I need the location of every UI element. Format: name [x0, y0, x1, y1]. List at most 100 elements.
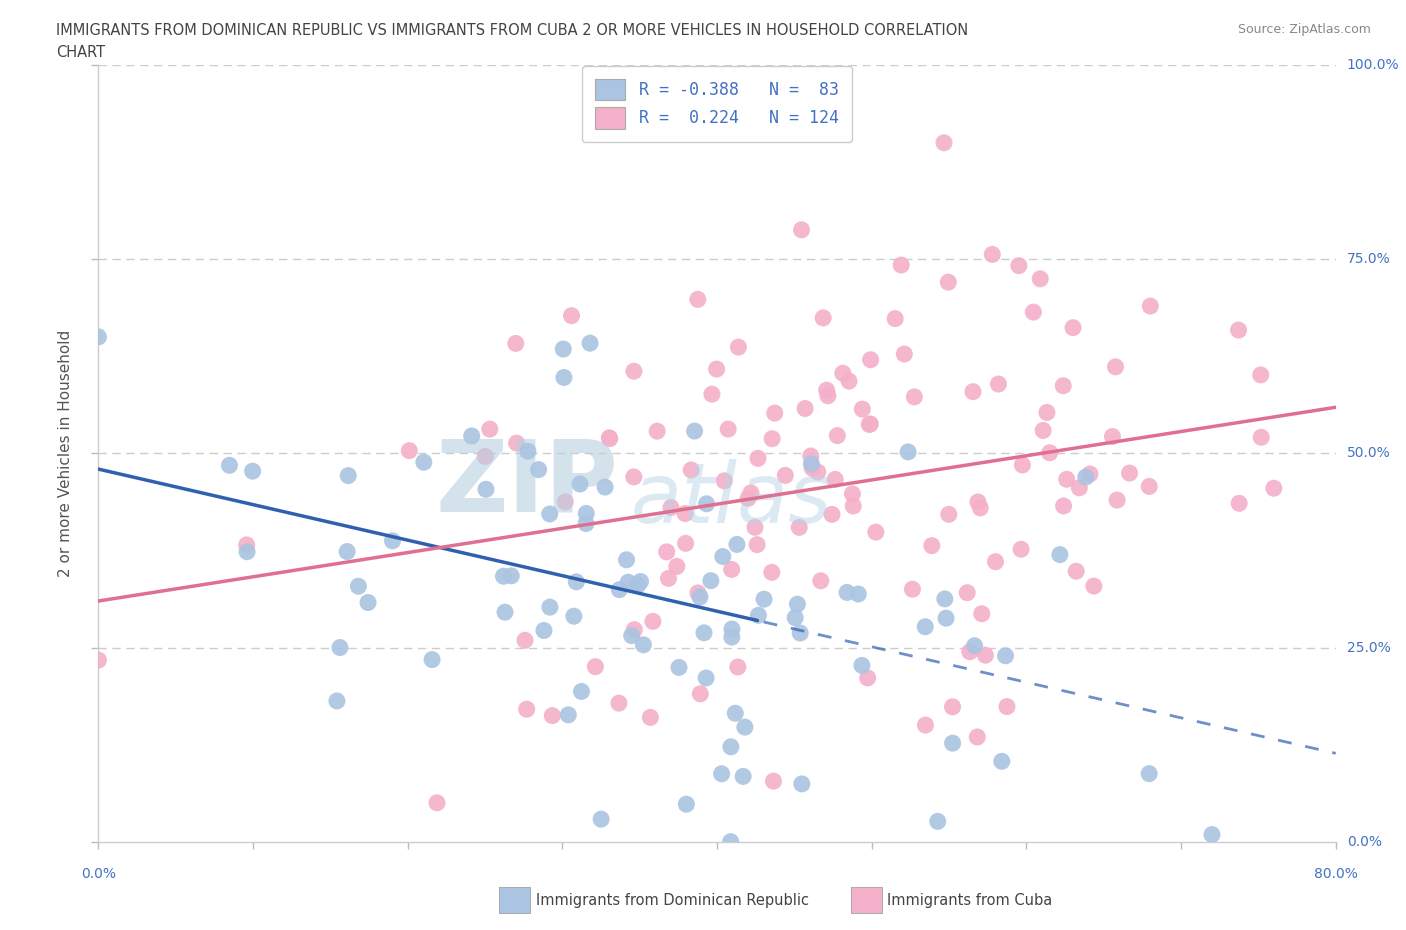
Point — [1011, 458, 1033, 472]
Text: 80.0%: 80.0% — [1313, 867, 1358, 881]
Point — [1069, 481, 1091, 496]
Point — [762, 774, 785, 789]
Point — [835, 585, 858, 600]
Point — [398, 444, 420, 458]
Legend: R = -0.388   N =  83, R =  0.224   N = 124: R = -0.388 N = 83, R = 0.224 N = 124 — [582, 66, 852, 142]
Point — [938, 507, 960, 522]
Point — [627, 578, 650, 592]
Point — [568, 476, 591, 491]
Point — [858, 417, 880, 432]
Point — [841, 486, 863, 501]
Text: 0.0%: 0.0% — [1347, 834, 1382, 849]
Point — [1074, 470, 1097, 485]
Point — [717, 421, 740, 436]
Point — [575, 516, 598, 531]
Text: IMMIGRANTS FROM DOMINICAN REPUBLIC VS IMMIGRANTS FROM CUBA 2 OR MORE VEHICLES IN: IMMIGRANTS FROM DOMINICAN REPUBLIC VS IM… — [56, 23, 969, 38]
Point — [1083, 578, 1105, 593]
Point — [995, 699, 1018, 714]
Point — [934, 591, 956, 606]
Point — [516, 444, 538, 458]
Point — [851, 402, 873, 417]
Point — [599, 432, 621, 446]
Point — [501, 568, 523, 583]
Point — [831, 365, 853, 380]
Point — [641, 614, 664, 629]
Point — [673, 506, 696, 521]
Point — [538, 600, 561, 615]
Point — [1008, 259, 1031, 273]
Point — [970, 606, 993, 621]
Point — [846, 587, 869, 602]
Point — [859, 417, 882, 432]
Point — [633, 637, 655, 652]
Point — [623, 364, 645, 379]
Point — [426, 795, 449, 810]
Text: ZIP: ZIP — [436, 436, 619, 533]
Point — [329, 640, 352, 655]
Point — [593, 480, 616, 495]
Point — [733, 769, 755, 784]
Point — [695, 671, 717, 685]
Point — [1201, 827, 1223, 842]
Point — [1118, 466, 1140, 481]
Point — [562, 609, 585, 624]
Point — [815, 383, 838, 398]
Point — [557, 708, 579, 723]
Point — [640, 710, 662, 724]
Point — [991, 754, 1014, 769]
Point — [747, 608, 769, 623]
Point — [1056, 472, 1078, 486]
Point — [941, 699, 963, 714]
Point — [218, 458, 240, 472]
Point — [901, 582, 924, 597]
Point — [966, 729, 988, 744]
Point — [727, 659, 749, 674]
Point — [616, 552, 638, 567]
Text: Immigrants from Cuba: Immigrants from Cuba — [887, 893, 1053, 908]
Text: atlas: atlas — [630, 459, 832, 540]
Point — [1137, 766, 1160, 781]
Text: 100.0%: 100.0% — [1347, 58, 1399, 73]
Point — [1062, 320, 1084, 335]
Point — [583, 659, 606, 674]
Text: CHART: CHART — [56, 45, 105, 60]
Point — [801, 460, 824, 475]
Point — [1227, 496, 1250, 511]
Point — [761, 432, 783, 446]
Point — [1052, 379, 1074, 393]
Point — [710, 766, 733, 781]
Point — [681, 462, 703, 477]
Point — [1052, 498, 1074, 513]
Point — [1250, 367, 1272, 382]
Point — [745, 538, 768, 552]
Point — [686, 292, 709, 307]
Point — [787, 520, 810, 535]
Point — [337, 468, 360, 483]
Point — [959, 644, 981, 659]
Point — [1107, 493, 1129, 508]
Point — [785, 610, 807, 625]
Point — [865, 525, 887, 539]
Point — [620, 628, 643, 643]
Point — [893, 347, 915, 362]
Point — [617, 575, 640, 590]
Point — [800, 457, 823, 472]
Point — [645, 424, 668, 439]
Point — [994, 648, 1017, 663]
Point — [668, 660, 690, 675]
Point — [516, 702, 538, 717]
Point — [675, 797, 697, 812]
Point — [591, 812, 613, 827]
Point — [981, 247, 1004, 262]
Point — [236, 544, 259, 559]
Point — [720, 834, 742, 849]
Point — [607, 696, 630, 711]
Point — [412, 455, 434, 470]
Point — [737, 491, 759, 506]
Point — [790, 222, 813, 237]
Point — [827, 428, 849, 443]
Point — [579, 336, 602, 351]
Point — [657, 571, 679, 586]
Point — [689, 590, 711, 604]
Point — [817, 389, 839, 404]
